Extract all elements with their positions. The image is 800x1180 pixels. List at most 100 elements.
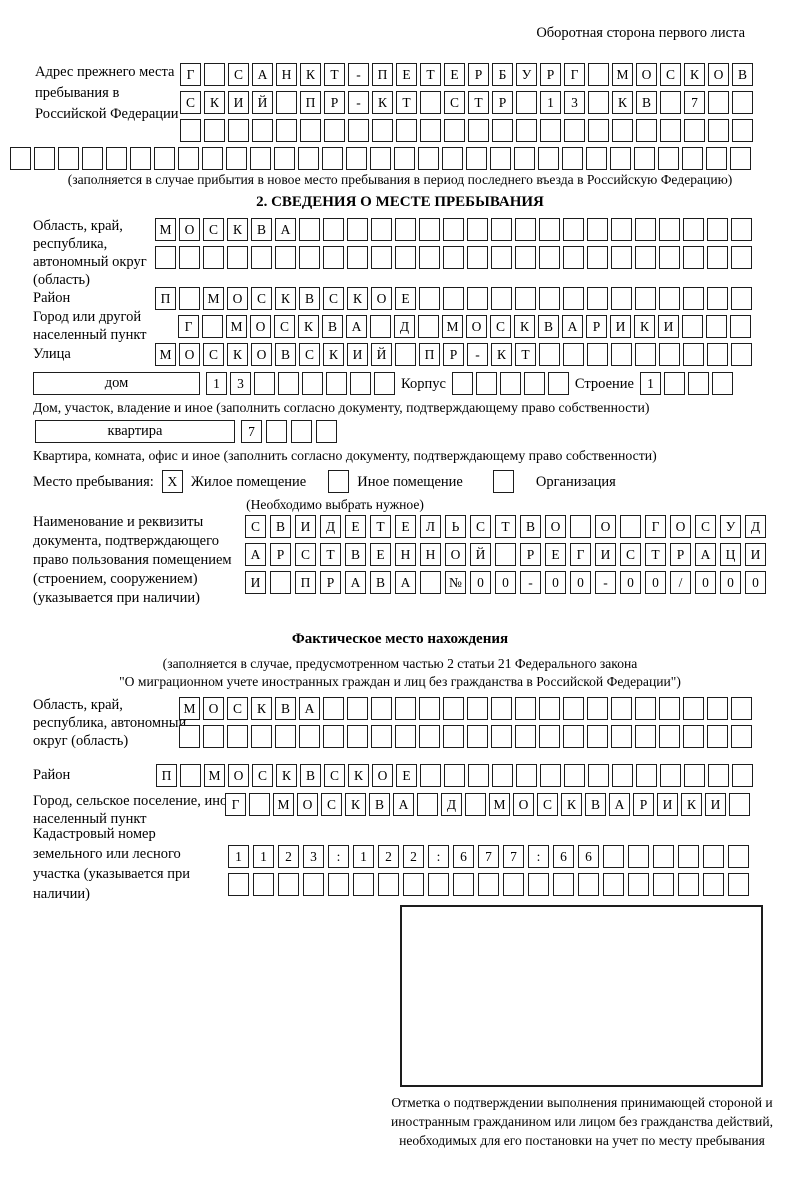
char-box[interactable]: 2 <box>403 845 424 868</box>
char-box[interactable]: О <box>203 697 224 720</box>
char-box[interactable]: О <box>297 793 318 816</box>
char-box[interactable]: И <box>745 543 766 566</box>
char-box[interactable]: 6 <box>578 845 599 868</box>
char-box[interactable] <box>204 63 225 86</box>
char-box[interactable]: С <box>490 315 511 338</box>
char-box[interactable] <box>371 697 392 720</box>
char-box[interactable]: 0 <box>470 571 491 594</box>
char-box[interactable] <box>326 372 347 395</box>
char-box[interactable] <box>467 287 488 310</box>
char-box[interactable] <box>420 764 441 787</box>
char-box[interactable]: К <box>227 218 248 241</box>
char-box[interactable]: Т <box>468 91 489 114</box>
char-box[interactable]: В <box>299 287 320 310</box>
char-box[interactable] <box>10 147 31 170</box>
char-box[interactable] <box>226 147 247 170</box>
char-box[interactable] <box>316 420 337 443</box>
char-box[interactable]: М <box>226 315 247 338</box>
char-box[interactable] <box>478 873 499 896</box>
char-box[interactable] <box>130 147 151 170</box>
char-box[interactable]: О <box>227 287 248 310</box>
char-box[interactable]: В <box>322 315 343 338</box>
char-box[interactable]: 1 <box>639 372 661 395</box>
char-box[interactable]: М <box>204 764 225 787</box>
char-box[interactable] <box>428 873 449 896</box>
char-box[interactable]: Т <box>645 543 666 566</box>
char-box[interactable]: 1 <box>540 91 561 114</box>
char-box[interactable] <box>444 764 465 787</box>
char-box[interactable]: М <box>489 793 510 816</box>
char-box[interactable] <box>634 147 655 170</box>
char-box[interactable]: А <box>252 63 273 86</box>
char-box[interactable] <box>731 246 752 269</box>
char-box[interactable] <box>418 147 439 170</box>
char-box[interactable] <box>707 246 728 269</box>
char-box[interactable]: 0 <box>645 571 666 594</box>
char-box[interactable] <box>659 218 680 241</box>
char-box[interactable] <box>299 246 320 269</box>
char-box[interactable]: - <box>348 63 369 86</box>
char-box[interactable] <box>420 119 441 142</box>
char-box[interactable]: Д <box>394 315 415 338</box>
char-box[interactable]: К <box>348 764 369 787</box>
char-box[interactable]: : <box>428 845 449 868</box>
char-box[interactable] <box>291 420 312 443</box>
char-box[interactable]: С <box>695 515 716 538</box>
char-box[interactable] <box>514 147 535 170</box>
char-box[interactable] <box>378 873 399 896</box>
char-box[interactable] <box>299 725 320 748</box>
char-box[interactable] <box>658 147 679 170</box>
char-box[interactable] <box>275 725 296 748</box>
char-box[interactable] <box>178 147 199 170</box>
char-box[interactable] <box>467 697 488 720</box>
char-box[interactable] <box>396 119 417 142</box>
char-box[interactable]: И <box>245 571 266 594</box>
char-box[interactable] <box>491 725 512 748</box>
char-box[interactable] <box>443 697 464 720</box>
char-box[interactable]: / <box>670 571 691 594</box>
char-box[interactable] <box>635 287 656 310</box>
char-box[interactable] <box>252 119 273 142</box>
char-box[interactable]: 7 <box>241 420 262 443</box>
char-box[interactable]: 0 <box>620 571 641 594</box>
char-box[interactable]: 3 <box>303 845 324 868</box>
char-box[interactable] <box>106 147 127 170</box>
char-box[interactable] <box>687 372 709 395</box>
char-box[interactable] <box>703 873 724 896</box>
char-box[interactable] <box>683 246 704 269</box>
char-box[interactable] <box>347 246 368 269</box>
char-box[interactable] <box>323 725 344 748</box>
char-box[interactable] <box>528 873 549 896</box>
char-box[interactable] <box>180 119 201 142</box>
char-box[interactable]: М <box>155 343 176 366</box>
char-box[interactable]: Г <box>225 793 246 816</box>
char-box[interactable] <box>443 725 464 748</box>
char-box[interactable] <box>347 725 368 748</box>
char-box[interactable]: П <box>372 63 393 86</box>
char-box[interactable] <box>731 697 752 720</box>
char-box[interactable]: Е <box>395 515 416 538</box>
char-box[interactable]: К <box>514 315 535 338</box>
char-box[interactable]: К <box>345 793 366 816</box>
char-box[interactable] <box>563 725 584 748</box>
char-box[interactable] <box>154 147 175 170</box>
char-box[interactable] <box>347 697 368 720</box>
char-box[interactable] <box>492 764 513 787</box>
char-box[interactable] <box>266 420 287 443</box>
char-box[interactable]: X <box>161 470 183 493</box>
char-box[interactable]: Г <box>564 63 585 86</box>
char-box[interactable] <box>418 315 439 338</box>
char-box[interactable] <box>468 764 489 787</box>
char-box[interactable]: В <box>300 764 321 787</box>
char-box[interactable]: Е <box>395 287 416 310</box>
char-box[interactable] <box>636 764 657 787</box>
char-box[interactable] <box>250 147 271 170</box>
char-box[interactable] <box>202 147 223 170</box>
char-box[interactable]: О <box>179 218 200 241</box>
char-box[interactable] <box>635 246 656 269</box>
char-box[interactable]: 0 <box>745 571 766 594</box>
char-box[interactable]: И <box>705 793 726 816</box>
char-box[interactable] <box>653 873 674 896</box>
char-box[interactable] <box>684 119 705 142</box>
char-box[interactable] <box>708 764 729 787</box>
